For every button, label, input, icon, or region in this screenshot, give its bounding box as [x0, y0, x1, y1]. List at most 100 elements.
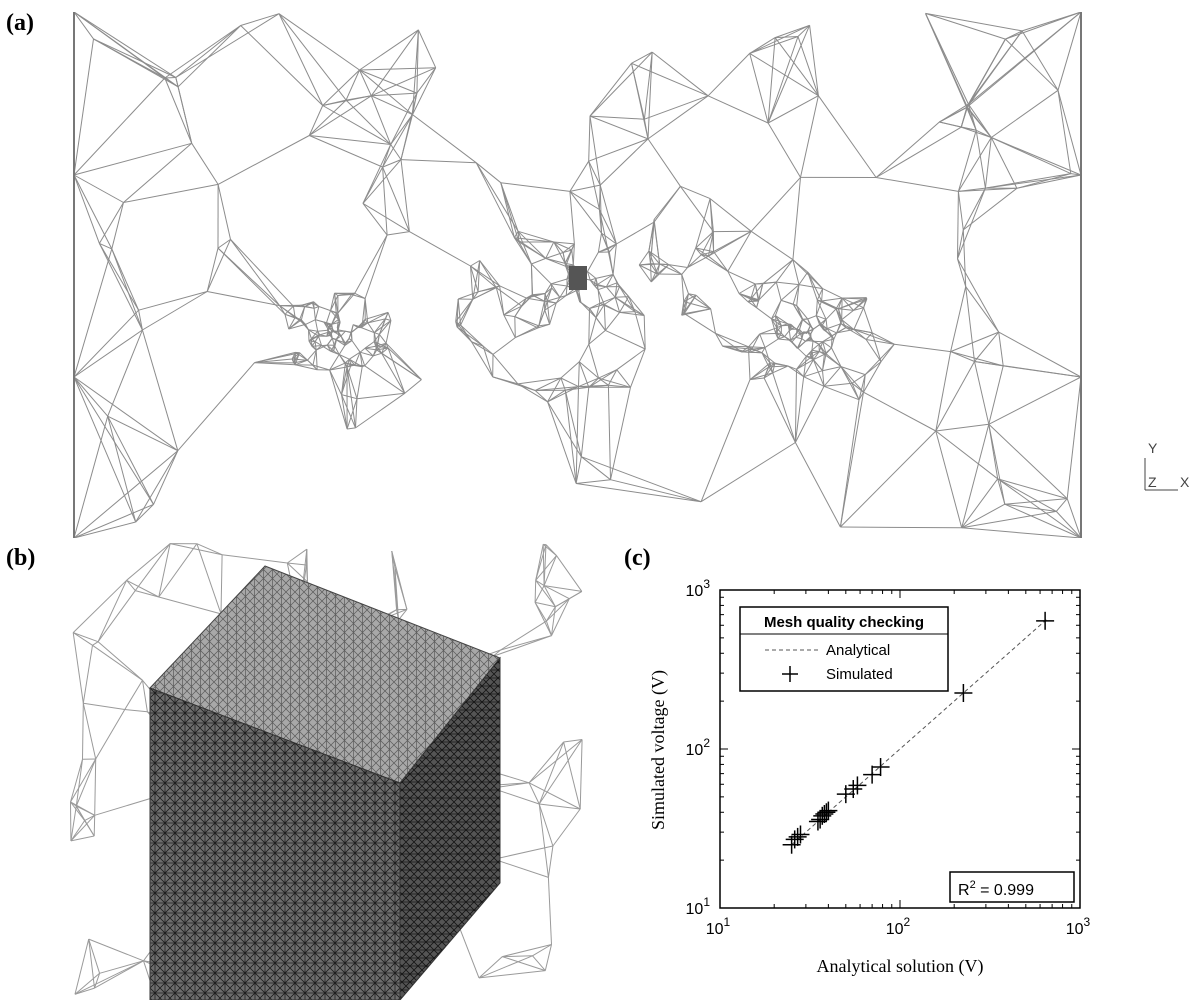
- mesh-edge: [545, 606, 556, 622]
- mesh-edge: [768, 365, 788, 368]
- mesh-edge: [858, 374, 866, 400]
- legend-title: Mesh quality checking: [764, 614, 924, 631]
- mesh-edge: [164, 77, 179, 88]
- mesh-edge: [851, 374, 866, 384]
- mesh-edge: [305, 319, 316, 325]
- mesh-edge: [535, 555, 557, 581]
- mesh-edge: [925, 12, 1006, 40]
- mesh-edge: [134, 543, 171, 591]
- mesh-edge: [72, 632, 84, 704]
- mesh-edge: [616, 221, 655, 245]
- mesh-edge: [780, 299, 794, 305]
- mesh-edge: [589, 115, 649, 140]
- mesh-edge: [543, 585, 570, 600]
- mesh-edge: [517, 231, 532, 265]
- mesh-edge: [749, 362, 771, 380]
- mesh-edge: [73, 77, 166, 176]
- mesh-edge: [648, 250, 658, 275]
- mesh-edge: [957, 258, 967, 287]
- mesh-edge: [455, 321, 461, 326]
- mesh-edge: [472, 287, 497, 300]
- mesh-edge: [356, 366, 363, 399]
- mesh-edge: [762, 259, 794, 285]
- mesh-edge: [359, 69, 418, 94]
- mesh-edge: [479, 260, 497, 288]
- mesh-edge: [767, 36, 799, 124]
- mesh-edge: [534, 377, 562, 391]
- mesh-edge: [534, 580, 537, 603]
- mesh-edge: [647, 138, 681, 187]
- mesh-edge: [553, 241, 573, 251]
- mesh-edge: [73, 309, 139, 378]
- mesh-edge: [792, 284, 800, 305]
- legend-simulated-swatch: [782, 666, 798, 682]
- mesh-edge: [614, 286, 620, 298]
- mesh-edge: [92, 644, 143, 681]
- mesh-edge: [863, 298, 868, 308]
- mesh-edge: [957, 191, 959, 259]
- mesh-edge: [838, 297, 843, 309]
- mesh-edge: [346, 398, 358, 430]
- mesh-edge: [957, 130, 977, 192]
- simulated-point: [836, 785, 855, 804]
- mesh-edge: [217, 238, 231, 249]
- mesh-edge: [608, 251, 614, 275]
- mesh-edge: [631, 62, 709, 97]
- mesh-edge: [575, 386, 579, 484]
- mesh-edge: [348, 358, 356, 366]
- mesh-edge: [817, 299, 837, 310]
- mesh-edge: [500, 182, 520, 243]
- mesh-edge: [93, 38, 179, 88]
- mesh-edge: [803, 376, 825, 387]
- mesh-edge: [604, 296, 616, 305]
- mesh-edge: [331, 319, 339, 325]
- mesh-edge: [164, 77, 176, 79]
- mesh-edge: [416, 67, 437, 94]
- mesh-edge: [335, 331, 339, 334]
- mesh-edge: [747, 300, 759, 303]
- mesh-edge: [807, 325, 811, 332]
- mesh-edge: [314, 319, 319, 332]
- mesh-edge: [822, 341, 832, 349]
- mesh-edge: [597, 286, 607, 291]
- mesh-edge: [478, 956, 503, 979]
- mesh-edge: [74, 960, 144, 995]
- mesh-edge: [841, 297, 854, 311]
- mesh-edge: [292, 358, 308, 361]
- mesh-edge: [217, 184, 231, 240]
- mesh-edge: [314, 341, 317, 351]
- mesh-edge: [346, 366, 358, 399]
- mesh-edge: [470, 265, 479, 292]
- mesh-edge: [833, 332, 838, 340]
- mesh-edge: [865, 339, 882, 362]
- mesh-edge: [528, 741, 564, 784]
- mesh-edge: [330, 310, 339, 314]
- mesh-edge: [598, 377, 609, 386]
- box-front-face: [149, 687, 401, 1000]
- mesh-edge: [551, 283, 568, 287]
- mesh-edge: [73, 329, 143, 378]
- mesh-edge: [939, 103, 969, 123]
- mesh-edge: [631, 51, 653, 64]
- mesh-edge: [538, 301, 545, 327]
- mesh-edge: [374, 332, 380, 335]
- mesh-edge: [759, 327, 777, 335]
- mesh-edge: [589, 308, 606, 331]
- mesh-edge: [387, 347, 406, 394]
- mesh-edge: [560, 377, 566, 391]
- mesh-edge: [138, 291, 208, 311]
- mesh-edge: [551, 606, 556, 636]
- mesh-edge: [400, 159, 477, 164]
- mesh-edge: [738, 293, 749, 303]
- mesh-edge: [997, 478, 1057, 512]
- mesh-edge: [538, 803, 554, 847]
- mesh-edge: [1005, 12, 1082, 40]
- mesh-edge: [749, 372, 773, 381]
- mesh-edge: [966, 106, 968, 108]
- mesh-edge: [364, 341, 375, 349]
- mesh-edge: [794, 386, 825, 443]
- mesh-edge: [863, 361, 882, 393]
- mesh-edge: [345, 69, 360, 101]
- mesh-edge: [998, 331, 1082, 378]
- mesh-edge: [811, 343, 820, 351]
